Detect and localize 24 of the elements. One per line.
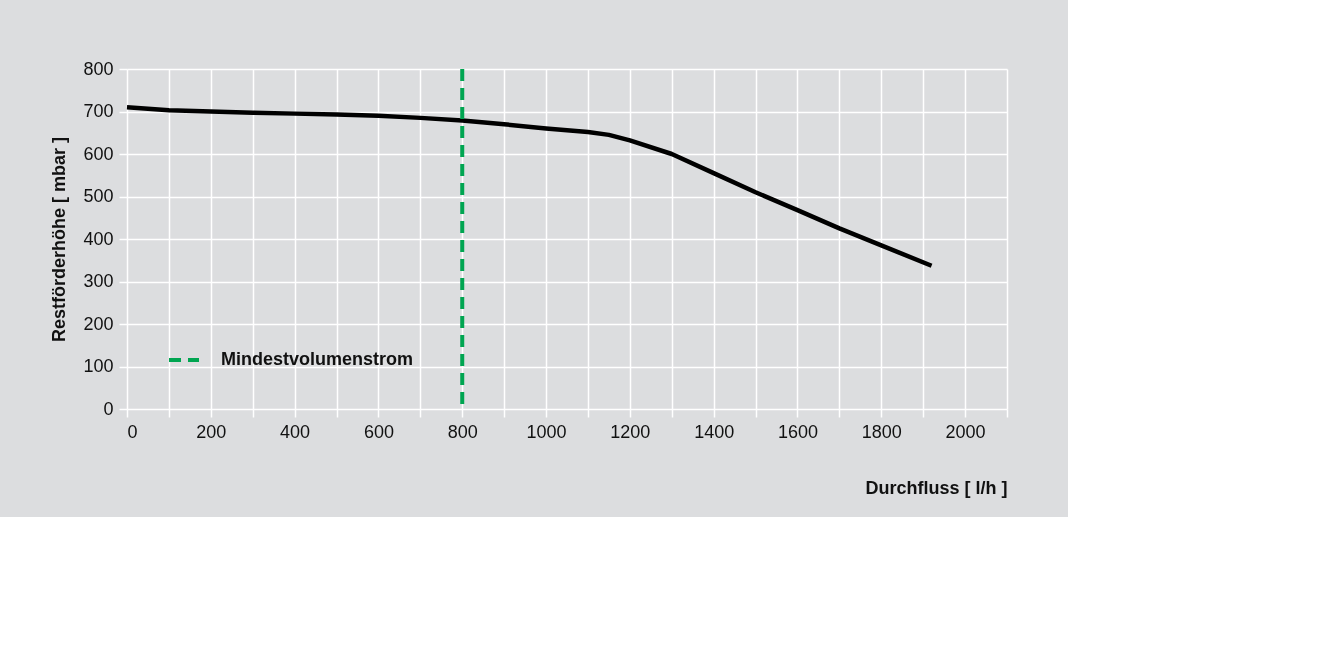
y-tick-label: 200 [83, 313, 114, 334]
x-tick-label: 1000 [526, 421, 567, 442]
x-tick-label: 1400 [694, 421, 735, 442]
x-tick-label: 200 [196, 421, 227, 442]
x-tick-label: 400 [280, 421, 311, 442]
x-axis-title: Durchfluss [ l/h ] [865, 477, 1008, 498]
line-series [124, 105, 934, 269]
y-tick-label: 700 [83, 101, 114, 121]
ref-line-label: Mindestvolumenstrom [221, 349, 414, 369]
x-tick-label: 600 [363, 421, 394, 442]
x-tick-label: 2000 [945, 421, 986, 442]
y-tick-label: 500 [83, 186, 114, 206]
y-tick-label: 600 [83, 143, 114, 164]
x-tick-label: 1800 [861, 421, 902, 442]
x-tick-label: 800 [447, 421, 478, 442]
y-tick-label: 800 [83, 58, 114, 79]
y-tick-label: 300 [83, 271, 114, 291]
y-tick-label: 0 [103, 398, 114, 419]
y-axis-title: Restförderhöhe [ mbar ] [49, 136, 70, 343]
x-tick-label: 0 [127, 421, 138, 442]
x-tick-label: 1600 [777, 421, 818, 442]
y-tick-label: 100 [83, 356, 114, 376]
x-tick-label: 1200 [610, 421, 651, 442]
y-tick-label: 400 [83, 228, 114, 249]
